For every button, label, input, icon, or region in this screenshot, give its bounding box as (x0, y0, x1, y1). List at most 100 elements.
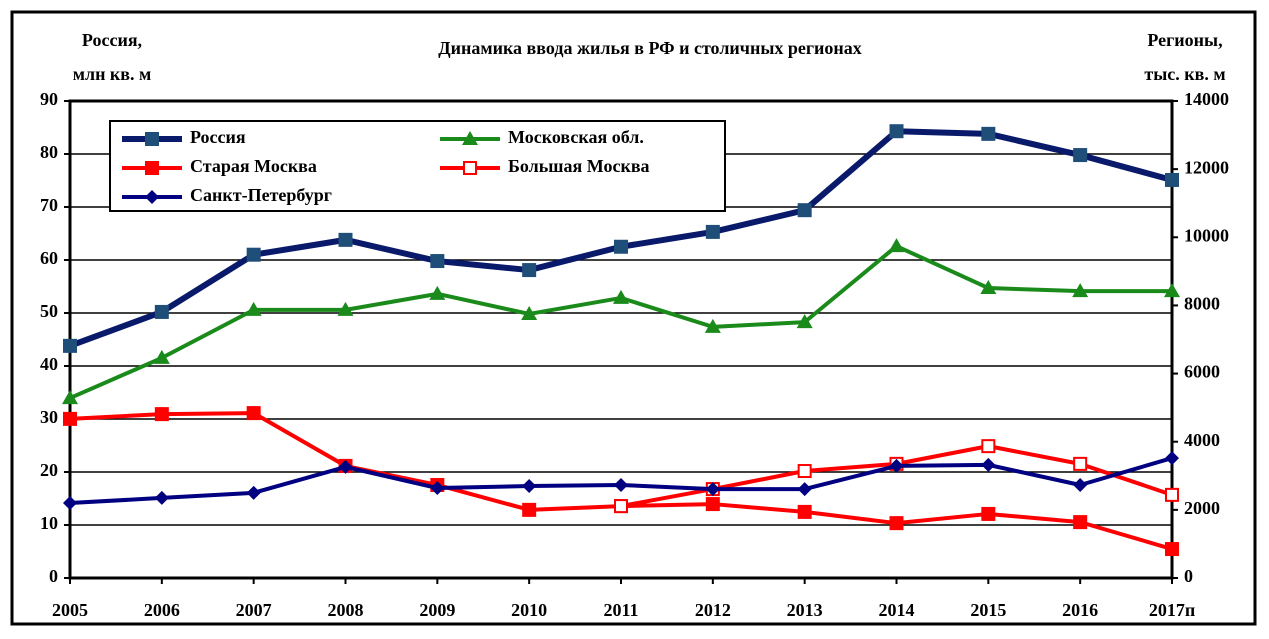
data-point (62, 390, 78, 405)
y-tick-label: 80 (40, 142, 58, 162)
data-point (981, 126, 996, 141)
y-tick-label: 0 (49, 566, 58, 586)
data-point (246, 485, 261, 500)
legend-marker (463, 161, 477, 175)
data-point (1073, 148, 1088, 163)
data-point (154, 407, 169, 422)
legend-label: Санкт-Петербург (190, 185, 332, 205)
x-tick-label: 2006 (144, 600, 180, 620)
y2-tick-label: 4000 (1184, 430, 1220, 450)
data-point (797, 504, 812, 519)
data-point (889, 458, 904, 473)
y2-tick-label: 2000 (1184, 498, 1220, 518)
y-axis-label: Россия, (82, 30, 142, 50)
y-tick-label: 90 (40, 89, 58, 109)
data-point (337, 301, 354, 316)
data-point (63, 496, 77, 511)
y-tick-label: 40 (40, 354, 58, 374)
data-point (245, 301, 262, 316)
y-tick-label: 60 (40, 248, 58, 268)
data-point (981, 439, 996, 454)
data-point (154, 490, 169, 505)
x-tick-label: 2008 (328, 600, 364, 620)
x-tick-label: 2009 (419, 600, 455, 620)
data-point (796, 314, 813, 329)
data-point (704, 318, 721, 333)
x-tick-label: 2012 (695, 600, 731, 620)
data-point (1165, 542, 1179, 557)
y2-tick-label: 0 (1184, 566, 1193, 586)
data-point (1165, 172, 1179, 187)
data-point (1165, 451, 1179, 466)
data-point (981, 457, 996, 472)
y-tick-label: 10 (40, 513, 58, 533)
data-point (521, 305, 538, 320)
data-point (430, 254, 445, 269)
y2-tick-label: 10000 (1184, 225, 1229, 245)
data-point (522, 263, 537, 278)
chart-frame (10, 10, 1257, 626)
y2-tick-label: 12000 (1184, 157, 1229, 177)
data-point (1072, 283, 1089, 298)
data-point (63, 411, 77, 426)
data-point (705, 497, 720, 512)
x-tick-label: 2010 (511, 600, 547, 620)
y-tick-label: 70 (40, 195, 58, 215)
data-point (1165, 487, 1179, 502)
x-tick-label: 2007 (236, 600, 272, 620)
data-point (246, 406, 261, 421)
data-point (981, 506, 996, 521)
legend-marker (145, 132, 159, 146)
data-point (429, 285, 446, 300)
data-point (797, 203, 812, 218)
y2-tick-label: 6000 (1184, 362, 1220, 382)
x-tick-label: 2017п (1149, 600, 1195, 620)
data-point (338, 232, 353, 247)
y-tick-label: 50 (40, 301, 58, 321)
y2-tick-label: 14000 (1184, 89, 1229, 109)
data-point (613, 289, 629, 304)
y2-axis-label: Регионы, (1147, 30, 1222, 50)
data-point (1073, 515, 1088, 530)
legend-label: Московская обл. (508, 127, 644, 147)
data-point (888, 238, 905, 253)
data-point (705, 482, 720, 497)
data-point (797, 464, 812, 479)
data-point (889, 124, 904, 139)
data-point (1073, 477, 1088, 492)
data-point (797, 482, 812, 497)
data-point (63, 338, 77, 353)
y2-tick-label: 8000 (1184, 294, 1220, 314)
data-point (614, 239, 628, 254)
data-point (1073, 456, 1088, 471)
legend-label: Большая Москва (508, 156, 650, 176)
data-point (614, 499, 628, 514)
legend-box (109, 120, 726, 212)
legend-marker (462, 131, 478, 145)
y-axis-label: млн кв. м (73, 64, 152, 84)
data-point (246, 247, 261, 262)
chart-title: Динамика ввода жилья в РФ и столичных ре… (438, 38, 862, 58)
legend-marker (145, 161, 159, 175)
data-point (889, 516, 904, 531)
x-tick-label: 2015 (970, 600, 1006, 620)
data-point (980, 280, 997, 295)
x-tick-label: 2011 (603, 600, 638, 620)
y-tick-label: 20 (40, 460, 58, 480)
legend-label: Россия (190, 127, 246, 147)
legend-label: Старая Москва (190, 156, 317, 176)
y-tick-label: 30 (40, 407, 58, 427)
data-point (338, 459, 353, 474)
data-point (153, 349, 170, 364)
x-tick-label: 2014 (879, 600, 915, 620)
x-tick-label: 2016 (1062, 600, 1098, 620)
data-point (154, 304, 169, 319)
data-point (522, 502, 537, 517)
x-tick-label: 2005 (52, 600, 88, 620)
y2-axis-label: тыс. кв. м (1144, 64, 1225, 84)
data-point (430, 481, 445, 496)
data-point (705, 224, 720, 239)
data-point (614, 477, 628, 492)
legend-marker (145, 190, 159, 204)
